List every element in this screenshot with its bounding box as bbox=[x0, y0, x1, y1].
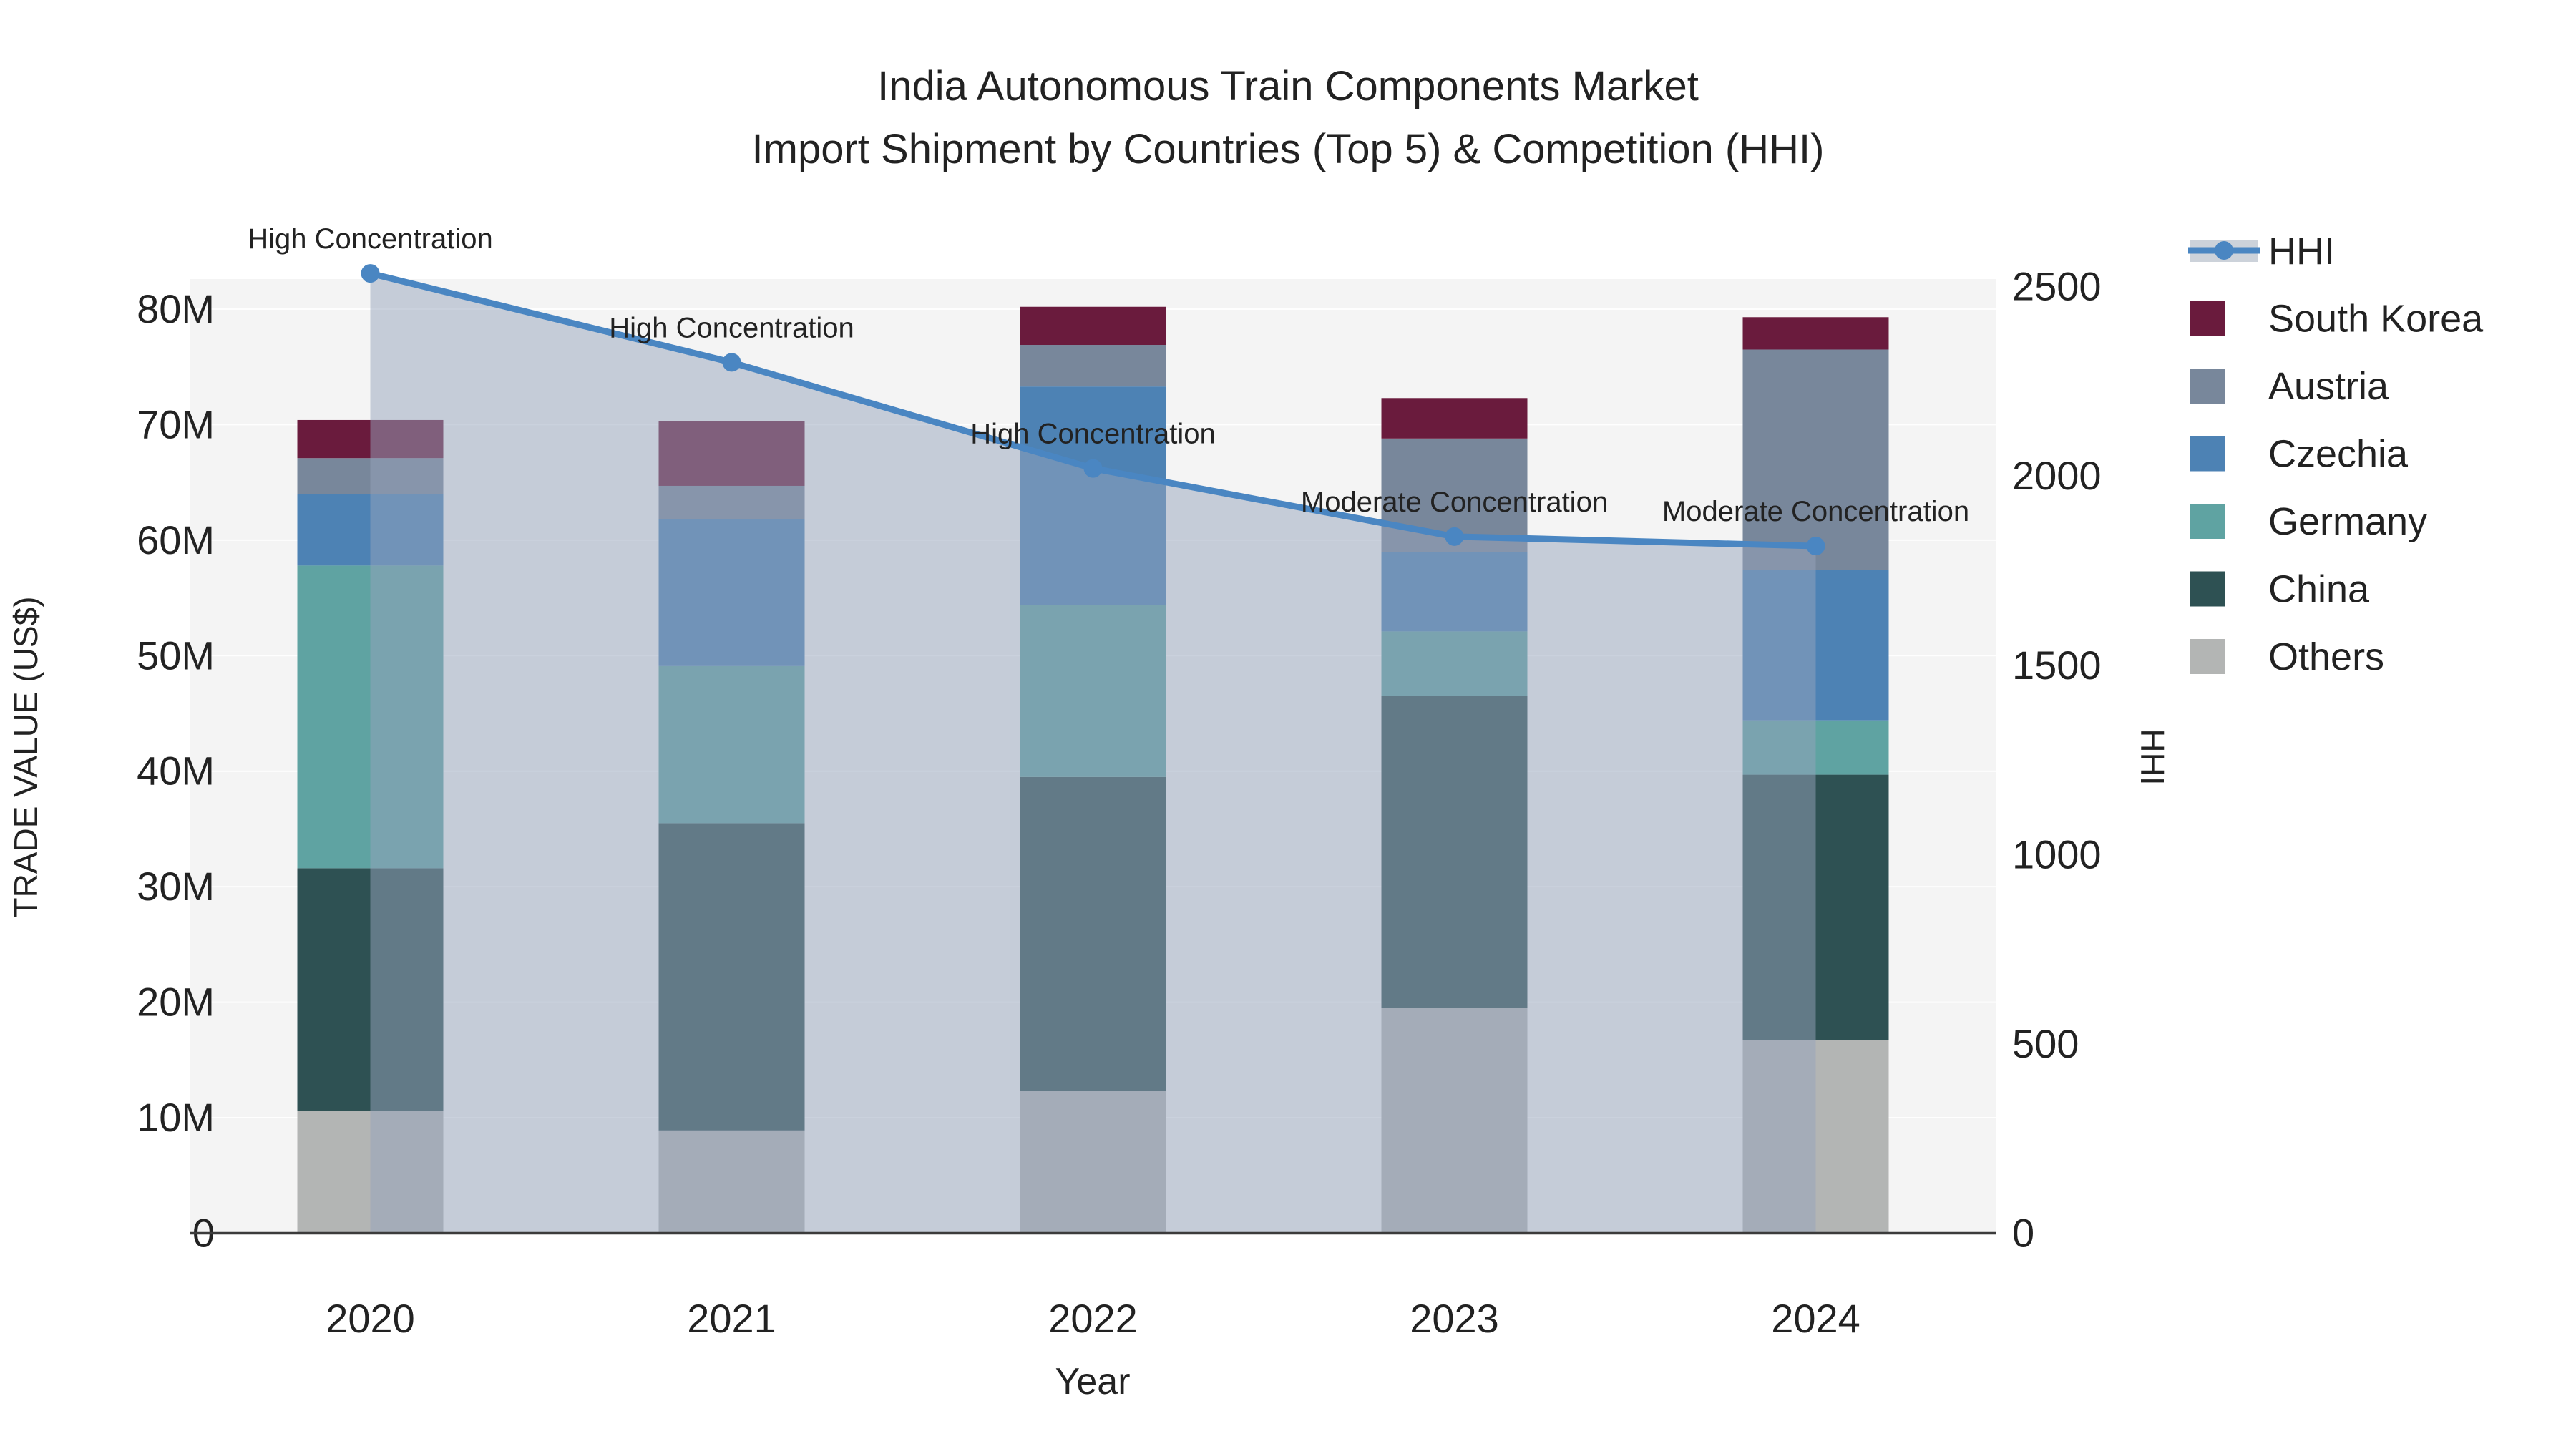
annotation-2023: Moderate Concentration bbox=[1301, 487, 1608, 518]
annotation-2024: Moderate Concentration bbox=[1662, 496, 1969, 527]
y-left-tick-10M: 10M bbox=[137, 1095, 215, 1140]
legend-label-china: China bbox=[2268, 568, 2370, 611]
y-left-tick-20M: 20M bbox=[137, 980, 215, 1025]
y-left-tick-80M: 80M bbox=[137, 286, 215, 331]
legend-swatch-china bbox=[2190, 571, 2225, 607]
legend-swatch-others bbox=[2190, 639, 2225, 674]
y-right-tick-2000: 2000 bbox=[2012, 453, 2102, 498]
x-axis-title: Year bbox=[1055, 1361, 1130, 1402]
legend-swatch-south-korea bbox=[2190, 301, 2225, 336]
legend-label-others: Others bbox=[2268, 635, 2384, 678]
x-tick-2024: 2024 bbox=[1771, 1296, 1860, 1341]
hhi-marker-2021[interactable] bbox=[722, 353, 741, 372]
y-right-tick-2500: 2500 bbox=[2012, 264, 2102, 309]
y-left-axis-title: TRADE VALUE (US$) bbox=[7, 596, 44, 917]
x-tick-2021: 2021 bbox=[687, 1296, 776, 1341]
x-tick-2020: 2020 bbox=[326, 1296, 415, 1341]
legend-item-austria[interactable]: Austria bbox=[2190, 365, 2389, 408]
chart-title-line2: Import Shipment by Countries (Top 5) & C… bbox=[752, 126, 1825, 172]
y-right-tick-500: 500 bbox=[2012, 1021, 2079, 1066]
chart-title-line1: India Autonomous Train Components Market bbox=[877, 63, 1699, 109]
legend-label-south-korea: South Korea bbox=[2268, 298, 2484, 341]
hhi-marker-2020[interactable] bbox=[361, 264, 380, 283]
y-left-tick-60M: 60M bbox=[137, 517, 215, 562]
hhi-marker-2024[interactable] bbox=[1806, 537, 1825, 556]
legend-swatch-czechia bbox=[2190, 436, 2225, 472]
legend-item-czechia[interactable]: Czechia bbox=[2190, 433, 2409, 476]
y-right-tick-1000: 1000 bbox=[2012, 831, 2102, 877]
annotation-2022: High Concentration bbox=[970, 419, 1215, 450]
legend-label-austria: Austria bbox=[2268, 365, 2389, 408]
annotation-2020: High Concentration bbox=[248, 223, 492, 255]
y-right-axis-title: HHI bbox=[2134, 728, 2171, 785]
legend-item-others[interactable]: Others bbox=[2190, 635, 2384, 678]
x-tick-2023: 2023 bbox=[1410, 1296, 1499, 1341]
y-left-tick-40M: 40M bbox=[137, 748, 215, 794]
bar-segment-2024-south-korea[interactable] bbox=[1742, 317, 1889, 350]
y-left-tick-50M: 50M bbox=[137, 633, 215, 678]
legend-item-germany[interactable]: Germany bbox=[2190, 500, 2427, 543]
legend-label-germany: Germany bbox=[2268, 500, 2427, 543]
y-left-tick-70M: 70M bbox=[137, 401, 215, 447]
hhi-area-fill bbox=[370, 273, 1816, 1234]
legend-item-china[interactable]: China bbox=[2190, 568, 2370, 611]
y-right-tick-1500: 1500 bbox=[2012, 643, 2102, 688]
bar-segment-2022-south-korea[interactable] bbox=[1020, 306, 1166, 346]
legend-label-czechia: Czechia bbox=[2268, 433, 2409, 476]
legend-label-hhi: HHI bbox=[2268, 230, 2335, 273]
hhi-marker-2023[interactable] bbox=[1445, 527, 1464, 546]
bar-segment-2022-austria[interactable] bbox=[1020, 345, 1166, 387]
hhi-marker-2022[interactable] bbox=[1083, 459, 1103, 478]
y-left-tick-30M: 30M bbox=[137, 864, 215, 909]
bar-segment-2024-austria[interactable] bbox=[1742, 349, 1889, 570]
y-right-tick-0: 0 bbox=[2012, 1211, 2034, 1256]
legend-swatch-austria bbox=[2190, 369, 2225, 404]
legend-hhi-marker-icon bbox=[2215, 241, 2233, 260]
legend-item-south-korea[interactable]: South Korea bbox=[2190, 298, 2484, 341]
legend-swatch-germany bbox=[2190, 504, 2225, 539]
bar-segment-2023-south-korea[interactable] bbox=[1381, 398, 1528, 439]
x-tick-2022: 2022 bbox=[1048, 1296, 1138, 1341]
annotation-2021: High Concentration bbox=[609, 312, 854, 343]
legend-item-hhi[interactable]: HHI bbox=[2188, 230, 2335, 273]
